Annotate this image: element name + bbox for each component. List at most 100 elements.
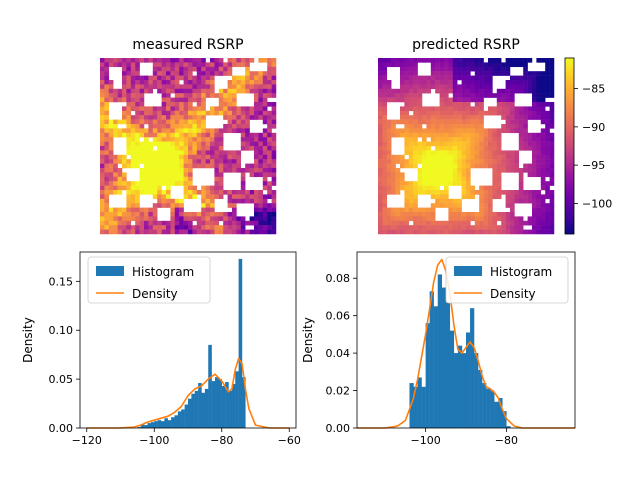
heatmap-cell xyxy=(545,154,550,160)
heatmap-cell xyxy=(135,97,140,103)
heatmap-cell xyxy=(214,181,220,186)
heatmap-cell xyxy=(122,115,127,120)
heatmap-cell xyxy=(166,80,171,85)
heatmap-cell xyxy=(192,80,198,85)
heatmap-cell xyxy=(408,190,414,195)
heatmap-cell xyxy=(461,190,467,195)
heatmap-cell xyxy=(236,110,242,116)
heatmap-cell xyxy=(258,229,264,235)
heatmap-cell xyxy=(245,132,250,138)
heatmap-cell xyxy=(439,137,445,142)
heatmap-cell xyxy=(435,88,440,94)
heatmap-cell xyxy=(505,102,511,107)
heatmap-cell xyxy=(161,146,167,151)
heatmap-cell xyxy=(452,62,458,68)
heatmap-cell xyxy=(174,80,180,85)
heatmap-cell xyxy=(479,124,484,129)
heatmap-cell xyxy=(240,181,246,186)
heatmap-cell xyxy=(245,146,250,151)
heatmap-cell xyxy=(518,110,524,116)
heatmap-cell xyxy=(501,106,506,112)
heatmap-cell xyxy=(249,58,255,63)
heatmap-cell xyxy=(157,80,162,85)
heatmap-cell xyxy=(378,229,383,235)
heatmap-cell xyxy=(214,71,220,76)
heatmap-cell xyxy=(386,58,392,63)
heatmap-cell xyxy=(188,216,193,222)
heatmap-cell xyxy=(271,194,277,200)
heatmap-cell xyxy=(135,110,140,116)
heatmap-cell xyxy=(135,80,140,85)
heatmap-cell xyxy=(501,168,506,173)
heatmap-cell xyxy=(196,124,202,129)
heatmap-cell xyxy=(210,163,215,169)
heatmap-cell xyxy=(249,216,255,222)
heatmap-cell xyxy=(157,115,162,120)
heatmap-cell xyxy=(139,106,145,112)
heatmap-cell xyxy=(170,132,176,138)
heatmap-cell xyxy=(240,110,246,116)
heatmap-cell xyxy=(157,203,162,208)
heatmap-cell xyxy=(395,159,401,164)
heatmap-cell xyxy=(444,80,449,85)
heatmap-cell xyxy=(117,97,123,103)
heatmap-cell xyxy=(201,75,206,81)
heatmap-cell xyxy=(240,115,246,120)
heatmap-cell xyxy=(408,132,414,138)
heatmap-cell xyxy=(466,190,471,195)
heatmap-cell xyxy=(122,88,127,94)
heatmap-cell xyxy=(518,194,524,200)
heatmap-cell xyxy=(505,119,511,125)
heatmap-cell xyxy=(157,132,162,138)
heatmap-cell xyxy=(179,220,184,226)
heatmap-cell xyxy=(122,207,127,213)
heatmap-cell xyxy=(518,132,524,138)
heatmap-cell xyxy=(444,181,449,186)
heatmap-cell xyxy=(488,198,493,204)
heatmap-cell xyxy=(148,154,154,160)
heatmap-cell xyxy=(496,132,502,138)
heatmap-cell xyxy=(232,168,237,173)
heatmap-cell xyxy=(400,93,405,98)
heatmap-cell xyxy=(470,212,476,217)
heatmap-cell xyxy=(254,220,259,226)
heatmap-cell xyxy=(157,58,162,63)
heatmap-cell xyxy=(536,212,542,217)
heatmap-cell xyxy=(540,198,546,204)
heatmap-cell xyxy=(245,194,250,200)
heatmap-cell xyxy=(152,172,158,178)
heatmap-cell xyxy=(444,150,449,156)
heatmap-cell xyxy=(249,190,255,195)
heatmap-cell xyxy=(148,176,154,182)
heatmap-cell xyxy=(514,229,520,235)
heatmap-cell xyxy=(488,141,493,147)
heatmap-cell xyxy=(183,62,189,68)
heatmap-title-predicted: predicted RSRP xyxy=(412,37,520,53)
heatmap-cell xyxy=(174,172,180,178)
heatmap-cell xyxy=(545,110,550,116)
heatmap-cell xyxy=(108,176,114,182)
heatmap-cell xyxy=(139,168,145,173)
heatmap-cell xyxy=(218,185,224,191)
heatmap-cell xyxy=(479,146,484,151)
heatmap-cell xyxy=(188,84,193,90)
heatmap-cell xyxy=(214,229,220,235)
heatmap-cell xyxy=(430,154,436,160)
heatmap-cell xyxy=(148,181,154,186)
heatmap-cell xyxy=(536,154,542,160)
heatmap-cell xyxy=(532,84,537,90)
heatmap-cell xyxy=(382,128,388,134)
heatmap-cell xyxy=(523,220,528,226)
heatmap-cell xyxy=(378,168,383,173)
heatmap-cell xyxy=(395,216,401,222)
heatmap-cell xyxy=(505,163,511,169)
heatmap-cell xyxy=(545,172,550,178)
heatmap-cell xyxy=(166,137,171,142)
heatmap-cell xyxy=(113,225,118,230)
heatmap-cell xyxy=(135,203,140,208)
histogram-bar xyxy=(494,401,499,428)
histogram-bar xyxy=(417,377,422,428)
heatmap-cell xyxy=(170,159,176,164)
heatmap-cell xyxy=(417,106,423,112)
heatmap-cell xyxy=(549,124,555,129)
